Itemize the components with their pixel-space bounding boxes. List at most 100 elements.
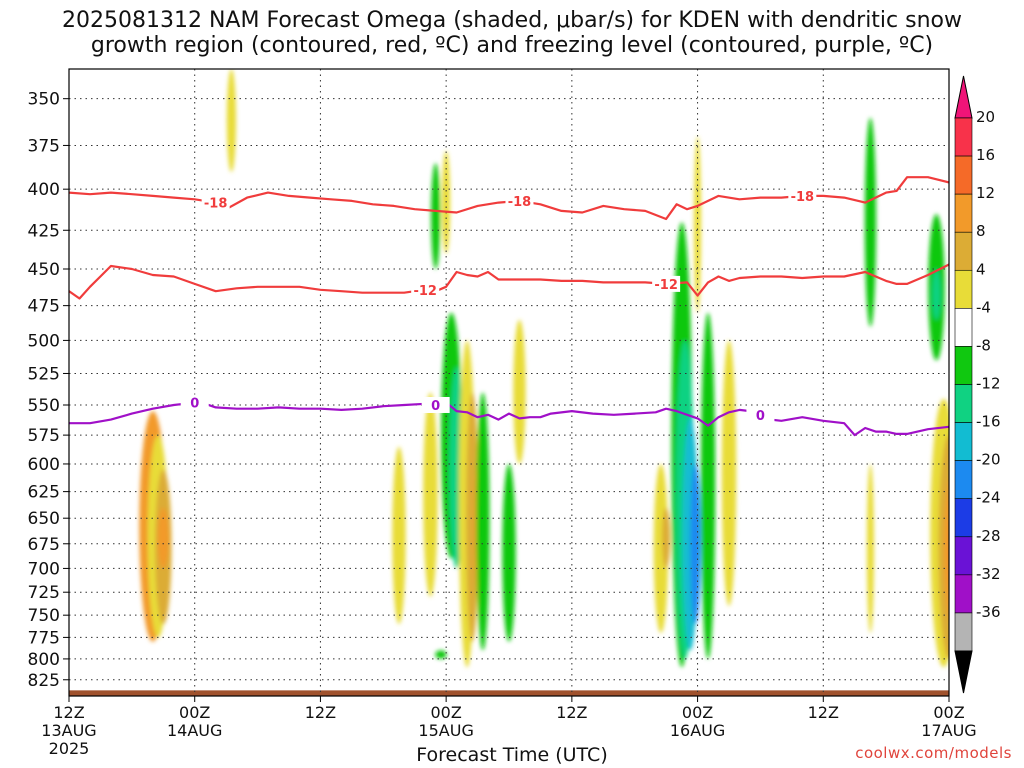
colorbar-swatch-10 [954, 498, 973, 538]
colorbar-top-arrow [954, 75, 973, 119]
colorbar-label-10: -24 [976, 489, 1001, 507]
y-tick-label-675: 675 [28, 535, 60, 555]
omega-cell-7 [431, 163, 441, 269]
x-tick-label-3-1: 15AUG [418, 721, 473, 740]
omega-cell-30 [932, 268, 941, 320]
colorbar-swatch-8 [954, 422, 973, 461]
colorbar-swatch-1 [954, 155, 973, 195]
colorbar-label-2: 12 [976, 184, 995, 202]
colorbar-swatch-6 [954, 346, 973, 385]
omega-shading [139, 69, 949, 668]
colorbar-swatch-5 [954, 308, 973, 347]
contour-label-1-1: -12 [654, 278, 678, 293]
contour-label-bg-2-2 [746, 406, 775, 423]
omega-cell-16 [513, 319, 526, 464]
y-tick-label-425: 425 [28, 221, 60, 241]
x-tick-label-2-0: 12Z [305, 703, 336, 722]
omega-cell-28 [866, 463, 875, 634]
y-tick-label-650: 650 [28, 509, 60, 529]
colorbar-label-3: 8 [976, 222, 986, 240]
colorbar-label-11: -28 [976, 527, 1001, 545]
contour-labels: -18 -18 -18 -12 -12 0 0 0 [180, 187, 817, 424]
contour-label-bg-0-2 [788, 187, 817, 204]
x-axis-title: Forecast Time (UTC) [416, 744, 608, 766]
colorbar-label-13: -36 [976, 603, 1001, 621]
x-tick-label-5-0: 00Z [682, 703, 713, 722]
colorbar-swatch-11 [954, 536, 973, 576]
x-tick-label-3-0: 00Z [430, 703, 461, 722]
chart-title: 2025081312 NAM Forecast Omega (shaded, μ… [0, 8, 1024, 58]
omega-cell-33 [944, 481, 949, 618]
contour-label-bg-1-1 [652, 275, 681, 292]
x-tick-label-0-0: 12Z [53, 703, 84, 722]
y-tick-label-500: 500 [28, 331, 60, 351]
x-tick-label-0-1: 13AUG [41, 721, 96, 740]
y-tick-label-625: 625 [28, 483, 60, 503]
colorbar-swatch-13 [954, 612, 973, 652]
colorbar-label-0: 20 [976, 108, 995, 126]
omega-cell-group [139, 69, 949, 668]
colorbar-label-6: -8 [976, 336, 991, 354]
contour-line-1 [69, 263, 949, 300]
colorbar-label-5: -4 [976, 298, 991, 316]
colorbar-swatch-2 [954, 193, 973, 233]
x-tick-label-5-1: 16AUG [670, 721, 725, 740]
colorbar-label-8: -16 [976, 413, 1001, 431]
y-tick-label-750: 750 [28, 606, 60, 626]
y-tick-label-575: 575 [28, 426, 60, 446]
colorbar-label-1: 16 [976, 146, 995, 164]
contour-label-1-0: -12 [413, 284, 437, 299]
y-tick-label-775: 775 [28, 628, 60, 648]
x-tick-label-4-0: 12Z [556, 703, 587, 722]
y-tick-label-350: 350 [28, 90, 60, 110]
y-tick-label-550: 550 [28, 396, 60, 416]
chart-title-line-2: growth region (contoured, red, ºC) and f… [90, 33, 934, 58]
plot-frame [68, 68, 950, 697]
y-axis: 350 375 400 425 450 475 500 525 550 575 600 625 650 6… [28, 90, 69, 691]
terrain-band [69, 690, 949, 696]
colorbar-label-12: -32 [976, 565, 1001, 583]
omega-cell-3 [157, 507, 169, 569]
colorbar-label-4: 4 [976, 260, 986, 278]
x-tick-label-7-0: 00Z [933, 703, 964, 722]
omega-cell-19 [662, 507, 671, 569]
x-tick-label-1-1: 14AUG [167, 721, 222, 740]
omega-cell-27 [864, 117, 877, 327]
contour-label-bg-2-1 [421, 396, 450, 413]
y-tick-label-800: 800 [28, 650, 60, 670]
omega-cell-6 [423, 392, 438, 597]
omega-cell-25 [700, 312, 716, 659]
contour-label-2-0: 0 [190, 397, 199, 412]
omega-cell-12 [466, 392, 479, 642]
colorbar-swatch-7 [954, 384, 973, 423]
contour-label-0-1: -18 [508, 195, 532, 210]
y-tick-label-825: 825 [28, 671, 60, 691]
colorbar-swatch-9 [954, 460, 973, 500]
omega-cell-5 [392, 446, 406, 625]
contour-line-2 [69, 401, 949, 437]
contour-label-bg-1-0 [411, 281, 440, 298]
y-tick-label-475: 475 [28, 297, 60, 317]
x-tick-label-1-0: 00Z [179, 703, 210, 722]
colorbar-swatch-0 [954, 117, 973, 157]
watermark: coolwx.com/models [855, 744, 1012, 762]
contour-label-bg-2-0 [180, 394, 209, 411]
y-tick-label-375: 375 [28, 136, 60, 156]
omega-cell-26 [721, 340, 737, 607]
terrain-fill [69, 690, 949, 696]
contour-label-bg-0-1 [505, 192, 534, 209]
omega-cell-4 [226, 69, 236, 173]
colorbar-swatch-12 [954, 574, 973, 614]
x-tick-label-0-2: 2025 [49, 739, 90, 758]
colorbar-label-7: -12 [976, 375, 1001, 393]
contour-label-bg-0-0 [201, 194, 230, 211]
colorbar-label-9: -20 [976, 451, 1001, 469]
colorbar-swatch-3 [954, 231, 973, 271]
y-tick-label-525: 525 [28, 364, 60, 384]
contour-label-0-0: -18 [204, 197, 228, 212]
omega-cell-14 [476, 392, 490, 651]
y-tick-label-400: 400 [28, 180, 60, 200]
y-tick-label-600: 600 [28, 455, 60, 475]
colorbar: 20 16 12 8 4 -4 -8 -12 -16 -20 -24 -28 -32 -36 [954, 75, 1001, 694]
